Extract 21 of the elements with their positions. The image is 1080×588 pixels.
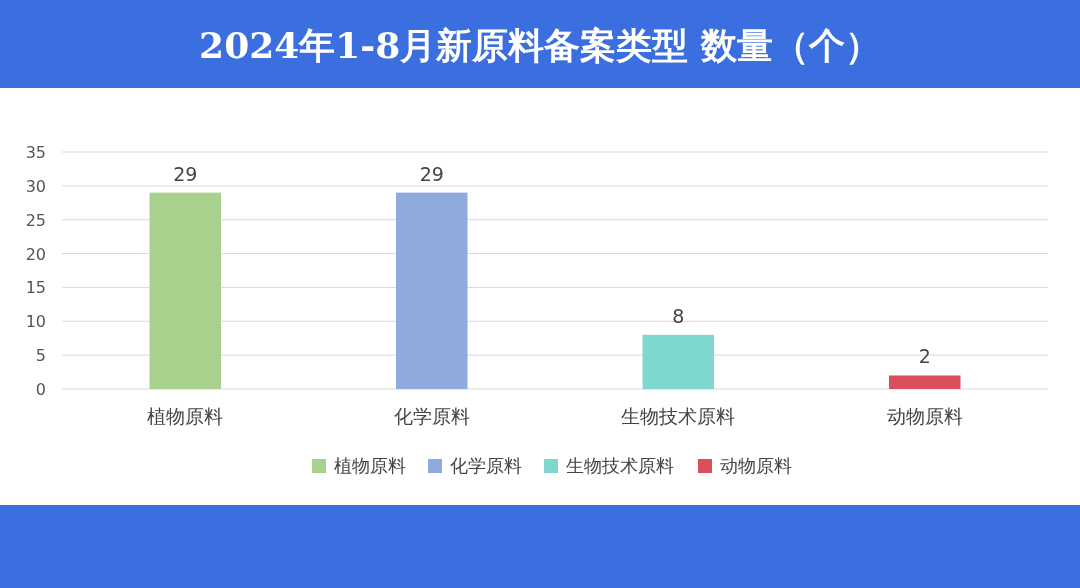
y-tick-label: 20 xyxy=(25,244,46,264)
x-tick-label: 化学原料 xyxy=(393,405,470,427)
chart-title: 2024年1-8月新原料备案类型 数量（个） xyxy=(199,24,881,66)
data-label: 2 xyxy=(918,345,931,368)
y-tick-label: 30 xyxy=(25,176,46,196)
legend-label: 动物原料 xyxy=(720,455,792,476)
x-tick-label: 动物原料 xyxy=(886,405,963,427)
y-tick-label: 0 xyxy=(35,380,46,399)
data-label: 29 xyxy=(419,162,444,185)
y-tick-label: 25 xyxy=(25,210,46,230)
data-label: 8 xyxy=(672,304,685,327)
y-tick-label: 15 xyxy=(25,278,46,298)
legend-label: 生物技术原料 xyxy=(566,455,674,476)
legend-label: 化学原料 xyxy=(450,455,522,476)
legend-label: 植物原料 xyxy=(334,455,406,476)
y-tick-label: 5 xyxy=(35,346,46,366)
x-tick-label: 植物原料 xyxy=(147,405,224,427)
data-label: 29 xyxy=(173,162,198,185)
y-tick-label: 10 xyxy=(25,312,46,332)
x-tick-label: 生物技术原料 xyxy=(621,405,736,427)
y-tick-label: 35 xyxy=(25,143,46,162)
